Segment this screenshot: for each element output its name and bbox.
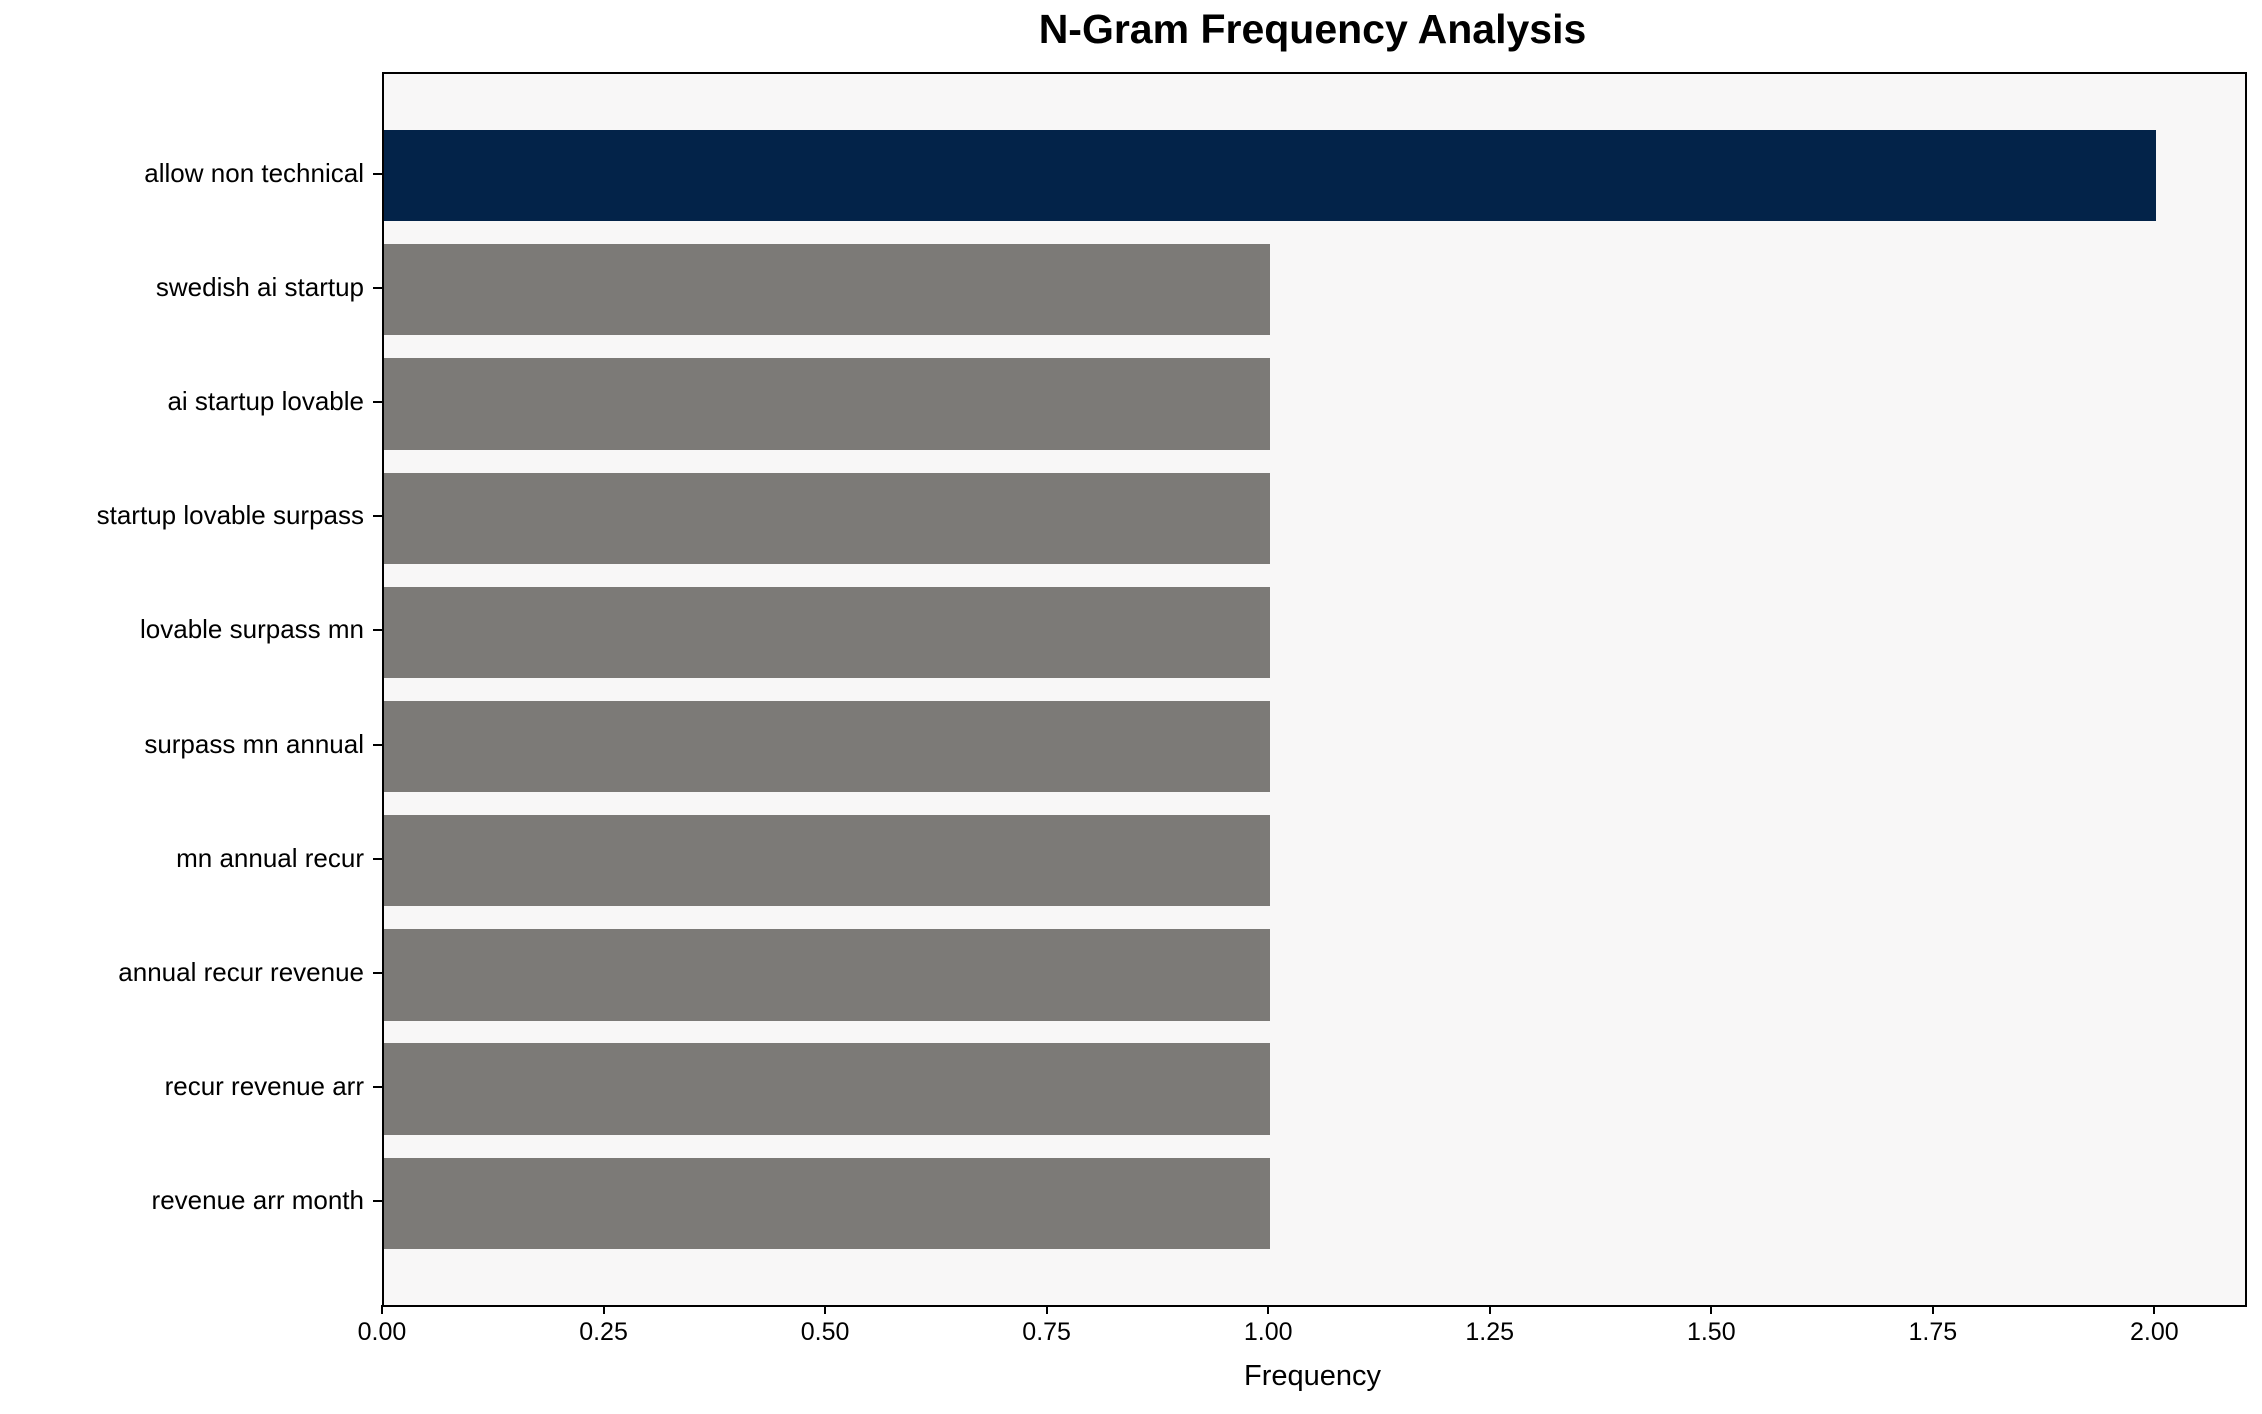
bar-surpass-mn-annual	[384, 700, 1271, 793]
x-tick-label: 1.00	[1243, 1318, 1293, 1346]
y-axis-label: lovable surpass mn	[140, 614, 364, 645]
x-tick-mark	[1931, 1305, 1934, 1314]
x-tick-label: 1.75	[1908, 1318, 1958, 1346]
x-tick-label: 1.25	[1465, 1318, 1515, 1346]
y-tick-mark	[373, 1200, 382, 1203]
y-axis-label: recur revenue arr	[164, 1071, 364, 1102]
x-tick-label: 0.50	[800, 1318, 850, 1346]
y-axis-label: allow non technical	[144, 157, 364, 188]
x-tick-label: 0.00	[357, 1318, 407, 1346]
y-tick-mark	[373, 1086, 382, 1089]
x-axis-title: Frequency	[1243, 1360, 1381, 1392]
y-tick-mark	[373, 971, 382, 974]
x-tick-mark	[824, 1305, 827, 1314]
x-tick-mark	[1488, 1305, 1491, 1314]
y-axis-label: mn annual recur	[176, 842, 364, 873]
x-tick-label: 2.00	[2130, 1318, 2179, 1346]
chart-title: N-Gram Frequency Analysis	[1038, 6, 1587, 52]
bar-startup-lovable-surpass	[384, 472, 1271, 564]
y-axis-label: surpass mn annual	[144, 728, 364, 759]
x-tick-label: 0.25	[579, 1318, 628, 1346]
x-tick-mark	[1267, 1305, 1270, 1314]
y-axis-label: startup lovable surpass	[96, 500, 364, 531]
x-tick-mark	[602, 1305, 605, 1314]
x-tick-label: 1.50	[1686, 1318, 1736, 1346]
y-axis-label: annual recur revenue	[118, 956, 364, 987]
y-tick-mark	[373, 515, 382, 518]
y-axis-label: swedish ai startup	[155, 271, 364, 302]
bar-lovable-surpass-mn	[384, 586, 1271, 679]
x-tick-mark	[1045, 1305, 1048, 1314]
x-tick-mark	[1710, 1305, 1713, 1314]
plot-area	[382, 72, 2247, 1307]
y-tick-mark	[373, 172, 382, 175]
x-tick-mark	[381, 1305, 383, 1314]
y-axis-label: ai startup lovable	[167, 386, 364, 417]
bar-revenue-arr-month	[384, 1157, 1271, 1250]
x-tick-mark	[2153, 1305, 2156, 1314]
bar-allow-non-technical	[384, 129, 2157, 222]
bar-ai-startup-lovable	[384, 358, 1271, 450]
bar-swedish-ai-startup	[384, 244, 1271, 336]
y-axis-label: revenue arr month	[151, 1185, 364, 1216]
x-tick-label: 0.75	[1022, 1318, 1071, 1346]
y-tick-mark	[373, 629, 382, 632]
bar-recur-revenue-arr	[384, 1043, 1271, 1135]
bar-annual-recur-revenue	[384, 929, 1271, 1021]
y-tick-mark	[373, 286, 382, 289]
y-tick-mark	[373, 743, 382, 746]
y-tick-mark	[373, 857, 382, 860]
bar-mn-annual-recur	[384, 815, 1271, 907]
y-tick-mark	[373, 401, 382, 404]
